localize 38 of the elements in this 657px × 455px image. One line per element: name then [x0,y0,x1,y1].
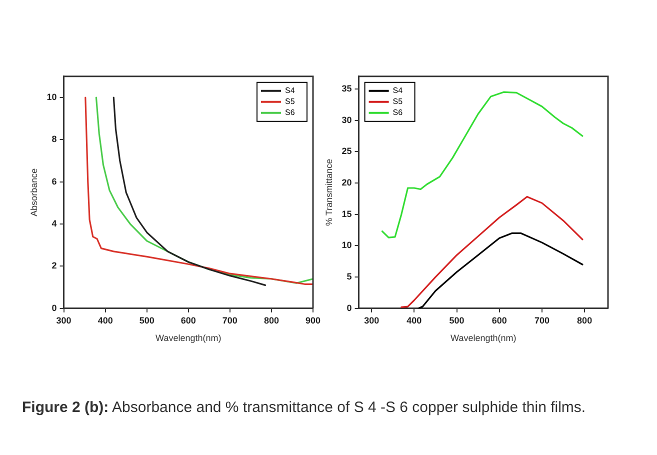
y-tick-label: 5 [346,272,352,282]
x-tick-label: 500 [449,315,464,326]
x-tick-label: 400 [98,315,113,326]
x-tick-label: 600 [180,315,196,326]
legend-label: S4 [285,86,296,96]
legend-label: S6 [285,108,296,118]
x-tick-label: 300 [364,315,380,326]
x-tick-label: 700 [534,315,550,326]
legend-label: S6 [392,108,404,118]
y-tick-label: 30 [342,114,352,125]
x-tick-label: 900 [305,315,321,326]
y-tick-label: 6 [52,176,57,186]
x-axis-title: Wavelength(nm) [156,333,222,344]
y-tick-label: 0 [52,302,57,313]
y-tick-label: 10 [46,92,57,102]
x-tick-label: 800 [264,315,279,326]
y-tick-label: 8 [52,134,57,144]
y-tick-label: 20 [342,177,352,188]
y-tick-label: 4 [52,218,57,229]
caption: Figure 2 (b): Absorbance and % transmittance of S 4 -S 6 copper sulphide thin films. [22,398,587,417]
x-tick-label: 600 [492,315,507,326]
y-tick-label: 0 [346,302,352,313]
x-axis-title: Wavelength(nm) [450,333,516,344]
y-tick-label: 25 [342,146,352,156]
x-tick-label: 500 [139,315,154,326]
x-tick-label: 700 [222,315,238,326]
y-tick-label: 2 [52,260,57,271]
y-axis-title: % Transmittance [324,158,334,226]
x-tick-label: 800 [577,315,592,326]
y-tick-label: 15 [342,208,352,219]
y-tick-label: 35 [342,83,352,94]
legend-label: S4 [392,86,404,96]
x-tick-label: 300 [56,315,72,326]
y-tick-label: 10 [342,240,352,250]
legend-label: S5 [392,97,404,106]
legend-label: S5 [285,97,296,106]
y-axis-title: Absorbance [28,168,39,216]
x-tick-label: 400 [406,315,422,326]
